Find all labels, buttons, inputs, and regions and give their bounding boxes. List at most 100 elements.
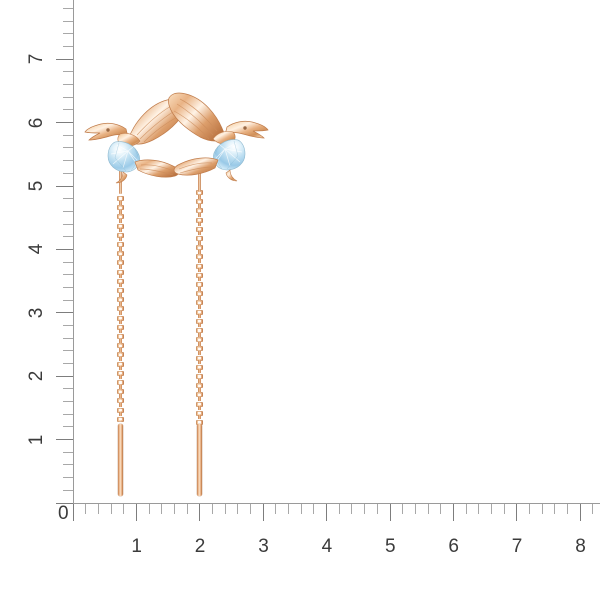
chain-link (196, 346, 203, 352)
right-bird-tail-feathers (173, 157, 219, 176)
chain-link-bridge (198, 341, 201, 346)
v-tick-minor (63, 8, 73, 9)
chain-link-bridge (198, 231, 201, 236)
chain-link-highlight (119, 399, 122, 402)
chain-link (196, 309, 203, 315)
v-tick-minor (63, 274, 73, 275)
chain-link (117, 352, 124, 358)
chain-link (117, 361, 124, 367)
chain-link-bridge (198, 203, 201, 208)
chain-link (117, 232, 124, 238)
h-ruler-label-6: 6 (448, 536, 459, 557)
chain-link-highlight (198, 200, 201, 203)
chain-link-highlight (198, 237, 201, 240)
v-tick-minor (63, 33, 73, 34)
left-bird-head-and-beak (84, 122, 129, 141)
chain-link-highlight (198, 329, 201, 332)
h-tick-minor (237, 504, 238, 514)
chain-link (117, 306, 124, 312)
chain-link (117, 334, 124, 339)
v-ruler-label-1: 1 (26, 434, 47, 445)
chain-link (196, 236, 203, 241)
v-tick-minor (63, 160, 73, 161)
h-tick-minor (161, 504, 162, 514)
chain-link-highlight (198, 283, 201, 286)
chain-link-bridge (119, 384, 122, 389)
v-tick-major (56, 312, 73, 313)
chain-link-bridge (198, 277, 201, 282)
h-ruler-label-3: 3 (258, 536, 269, 557)
chain-link-highlight (119, 326, 122, 329)
h-tick-major (136, 504, 137, 521)
chain-link-highlight (119, 335, 122, 338)
v-tick-minor (63, 414, 73, 415)
v-tick-minor (63, 21, 73, 22)
h-tick-minor (529, 504, 530, 514)
chain-link (117, 389, 124, 395)
chain-link-highlight (119, 390, 122, 393)
h-tick-minor (275, 504, 276, 514)
chain-link (196, 208, 203, 214)
chain-link-highlight (198, 356, 201, 360)
h-ruler-label-4: 4 (321, 536, 333, 557)
chain-link-bridge (119, 338, 122, 343)
chain-link-bridge (119, 200, 122, 205)
h-tick-major (580, 504, 581, 521)
chain-link-highlight (119, 408, 122, 412)
v-tick-minor (63, 388, 73, 389)
chain-link-bridge (198, 406, 201, 411)
right-bird-figure (168, 92, 269, 182)
chain-link-highlight (198, 338, 201, 341)
v-tick-minor (63, 350, 73, 351)
chain-link-bridge (198, 360, 201, 365)
h-tick-minor (592, 504, 593, 514)
v-tick-minor (63, 97, 73, 98)
h-tick-minor (187, 504, 188, 514)
v-ruler-label-3: 3 (26, 307, 47, 319)
h-tick-major (390, 504, 391, 521)
chain-link-bridge (119, 292, 122, 297)
chain-link-bridge (198, 415, 201, 420)
chain-link-bridge (198, 194, 201, 199)
chain-link-bridge (119, 255, 122, 260)
chain-link (117, 242, 124, 247)
chain-link (196, 374, 203, 379)
chain-link-highlight (198, 320, 201, 323)
v-tick-minor (63, 224, 73, 225)
chain-link-bridge (198, 351, 201, 355)
v-tick-minor (63, 287, 73, 288)
h-tick-minor (428, 504, 429, 514)
chain-link (117, 205, 124, 211)
h-tick-major (199, 504, 200, 521)
chain-link-bridge (119, 329, 122, 334)
v-tick-minor (63, 401, 73, 402)
chain-link (117, 370, 124, 376)
chain-link-highlight (119, 307, 122, 310)
right-earring-post (198, 166, 201, 192)
v-tick-major (56, 503, 73, 504)
chain-link (117, 315, 124, 321)
chain-link-bridge (119, 237, 122, 242)
v-ruler-label-7: 7 (26, 53, 47, 65)
h-tick-minor (111, 504, 112, 514)
chain-link-bridge (198, 213, 201, 217)
chain-link-highlight (198, 366, 201, 369)
chain-link-highlight (198, 246, 201, 249)
chain-link (196, 328, 203, 333)
h-tick-major (263, 504, 264, 521)
chain-link-bridge (198, 305, 201, 309)
chain-link (196, 401, 203, 407)
h-ruler-label-2: 2 (194, 536, 206, 557)
chain-link-bridge (119, 375, 122, 380)
h-tick-minor (225, 504, 226, 514)
h-tick-minor (123, 504, 124, 514)
v-tick-minor (63, 46, 73, 47)
chain-link-bridge (119, 347, 122, 352)
v-tick-minor (63, 84, 73, 85)
v-tick-major (56, 376, 73, 377)
right-bird-eye (243, 126, 247, 130)
h-ruler-label-5: 5 (385, 536, 396, 557)
chain-link-highlight (119, 261, 122, 264)
h-tick-minor (542, 504, 543, 514)
